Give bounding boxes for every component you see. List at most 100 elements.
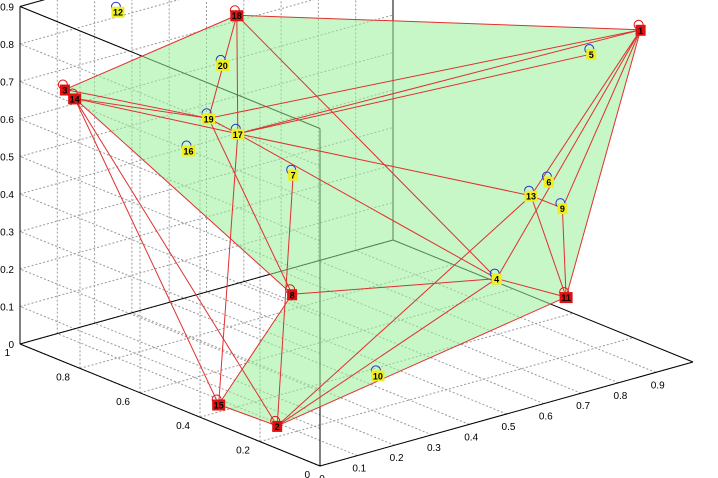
x-tick-label: 0.5 [502, 422, 516, 433]
z-tick-label: 0.6 [0, 115, 14, 126]
node-label: 18 [232, 11, 242, 21]
grid-line-floor-y [79, 263, 454, 369]
node-label: 14 [70, 94, 80, 104]
edge-14-17 [74, 97, 238, 135]
node-box [59, 84, 70, 96]
hull-face [64, 15, 641, 426]
node-box [635, 24, 646, 36]
node-box [111, 6, 125, 18]
node-19: 19 [201, 108, 216, 125]
edge-19-1 [208, 29, 641, 119]
edge-18-17 [236, 15, 239, 134]
node-13: 13 [523, 185, 538, 202]
node-4: 4 [489, 268, 502, 285]
node-20: 20 [215, 54, 230, 71]
edge-19-8 [208, 118, 293, 295]
x-tick-label: 0.2 [390, 453, 404, 464]
node-label: 16 [183, 147, 193, 157]
node-1: 1 [633, 19, 646, 36]
x-tick-label: 0 [319, 474, 325, 478]
node-box [287, 289, 298, 301]
node-5: 5 [584, 44, 597, 61]
edge-9-11 [561, 208, 567, 298]
x-tick-label: 0.9 [651, 380, 665, 391]
node-box [557, 203, 568, 215]
node-label: 17 [233, 130, 243, 140]
z-tick-label: 0.2 [0, 265, 14, 276]
x-tick-label: 0.4 [464, 432, 478, 443]
grid-line-backwall-z [19, 202, 394, 307]
x-tick-label: 0.7 [576, 401, 590, 412]
node-box [288, 169, 299, 181]
node-18: 18 [229, 5, 244, 22]
node-box [524, 190, 538, 202]
edge-17-15 [218, 133, 239, 405]
z-tick-label: 0.4 [0, 190, 14, 201]
node-label: 9 [560, 204, 565, 214]
y-tick-label: 0.2 [236, 446, 250, 457]
node-label: 1 [638, 26, 643, 36]
edge-1-11 [565, 29, 642, 298]
edge-11-2 [276, 296, 567, 427]
edge-14-15 [74, 98, 220, 405]
node-11: 11 [559, 287, 573, 304]
node-label: 5 [589, 50, 594, 60]
edge-13-1 [530, 29, 642, 196]
grid-line-backwall-z [19, 0, 180, 45]
edge-4-8 [292, 278, 497, 295]
edge-layer [64, 14, 642, 427]
node-label: 15 [214, 401, 224, 411]
node-box [230, 10, 244, 22]
x-tick-label: 0.1 [352, 464, 366, 475]
edge-18-1 [236, 14, 641, 31]
node-label: 2 [275, 422, 280, 432]
node-16: 16 [181, 140, 195, 157]
node-box [371, 370, 385, 382]
edge-15-8 [218, 293, 293, 405]
node-14: 14 [67, 88, 82, 105]
node-2: 2 [270, 415, 283, 432]
node-8: 8 [285, 284, 298, 301]
edge-14-2 [74, 98, 278, 427]
edge-18-4 [236, 14, 498, 279]
edge-4-11 [496, 278, 567, 298]
z-tick-label: 0 [8, 340, 14, 351]
node-label: 20 [218, 61, 228, 71]
node-box [212, 399, 226, 411]
y-tick-label: 0.8 [56, 372, 70, 383]
node-label: 8 [290, 290, 295, 300]
node-17: 17 [230, 123, 245, 140]
node-label: 6 [546, 178, 551, 188]
edge-13-2 [276, 195, 532, 427]
node-box [231, 128, 245, 140]
node-3: 3 [57, 79, 70, 96]
node-label: 3 [62, 86, 67, 96]
node-label: 11 [561, 293, 571, 303]
node-9: 9 [555, 198, 568, 215]
node-label: 13 [526, 192, 536, 202]
edge-8-3 [64, 89, 293, 295]
node-box [559, 292, 573, 304]
node-label: 10 [373, 371, 383, 381]
node-box [272, 420, 283, 432]
grid-line-floor-x [57, 333, 358, 457]
edge-2-15 [218, 404, 278, 427]
node-7: 7 [286, 164, 299, 181]
y-axis-line [19, 343, 321, 467]
edge-4-2 [276, 278, 497, 427]
node-box [202, 113, 216, 125]
node-label: 19 [204, 114, 214, 124]
z-tick-label: 0.8 [0, 40, 14, 51]
edge-13-11 [530, 195, 567, 298]
x-tick-label: 0.8 [613, 391, 627, 402]
node-box [543, 176, 554, 188]
edge-3-19 [64, 89, 209, 119]
edge-14-19 [74, 97, 209, 119]
x-tick-label: 0.6 [539, 412, 553, 423]
z-tick-label: 0.7 [0, 78, 14, 89]
node-label: 4 [494, 275, 499, 285]
node-box [216, 59, 230, 71]
edge-17-5 [237, 53, 592, 135]
node-box [181, 145, 195, 157]
